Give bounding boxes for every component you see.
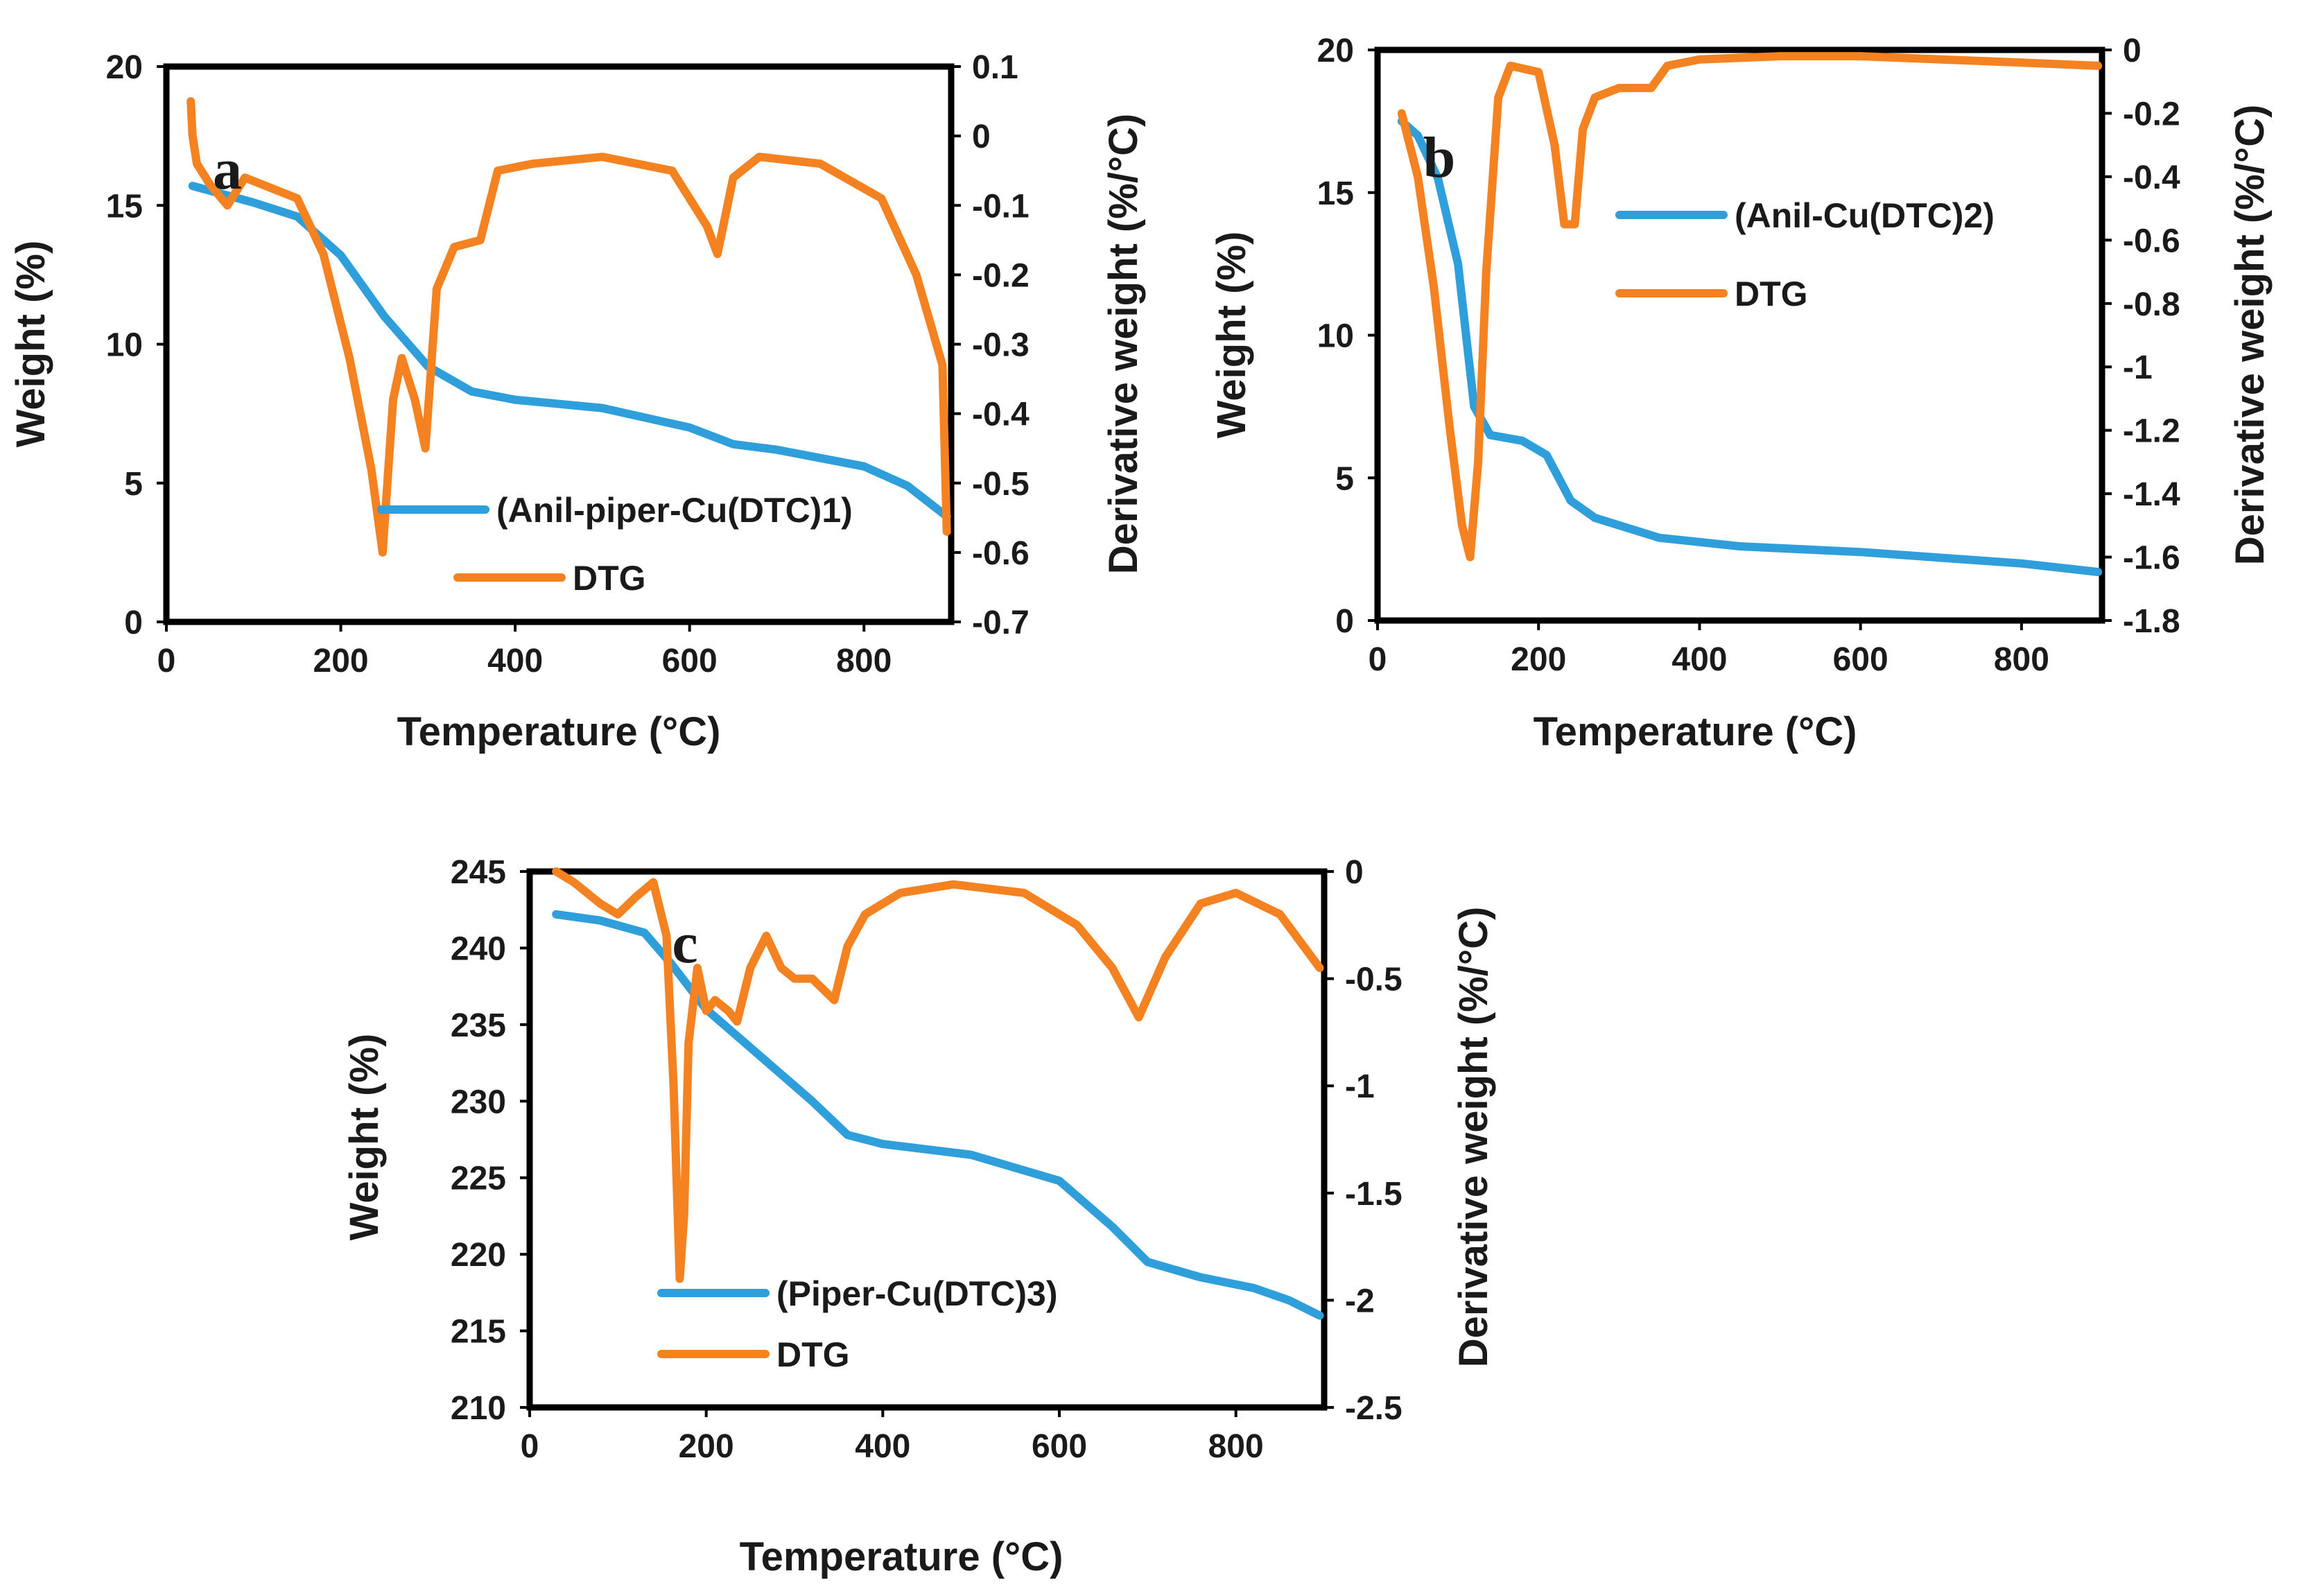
y-right-tick-label: -1: [2123, 349, 2153, 386]
legend-label: (Anil-piper-Cu(DTC)1): [496, 491, 853, 530]
y-right-axis-title: Derivative weight (%/°C): [1451, 907, 1496, 1368]
series-line-dtg: [552, 867, 1324, 1283]
series-line-dtg: [186, 97, 951, 557]
x-tick-label: 800: [836, 643, 892, 679]
y-right-tick-label: -1: [1345, 1068, 1375, 1105]
chart-panel-a: 0 200 400 600 800 0 5 10 15 20 -0.7 -0.6 -0.5 -0.4 -0.…: [8, 49, 1146, 754]
x-tick-label: 400: [487, 643, 543, 679]
y-right-tick-label: -0.5: [1345, 962, 1402, 998]
x-tick-label: 600: [1032, 1428, 1087, 1465]
legend: (Anil-piper-Cu(DTC)1) DTG: [377, 491, 853, 598]
panel-letter: c: [672, 911, 697, 975]
y-right-tick-label: -2: [1345, 1283, 1375, 1319]
chart-panel-b: 0 200 400 600 800 0 5 10 15 20 -1.8 -1.6 -1.4 -1.2 -1 -…: [1209, 33, 2273, 754]
legend: (Anil-Cu(DTC)2) DTG: [1615, 196, 1995, 313]
y-right-tick-label: -0.5: [972, 466, 1030, 503]
y-right-axis-title: Derivative weight (%/°C): [1101, 114, 1146, 575]
y-right-tick-label: 0: [1345, 854, 1364, 891]
y-left-tick-label: 215: [451, 1314, 506, 1351]
x-axis-title: Temperature (°C): [1534, 709, 1857, 754]
series-line-weight: [1397, 116, 2103, 576]
y-right-tick-label: 0.1: [972, 49, 1018, 86]
y-right-tick-label: -0.2: [2123, 96, 2180, 132]
y-left-tick-label: 210: [451, 1390, 506, 1427]
y-right-tick-label: -0.4: [2123, 159, 2180, 196]
y-right-axis-title: Derivative weight (%/°C): [2228, 105, 2273, 566]
x-tick-label: 400: [855, 1428, 910, 1465]
chart-panel-c: 0 200 400 600 800 210 215 220 225 230 235 240 245 -2.…: [342, 854, 1496, 1579]
legend: (Piper-Cu(DTC)3) DTG: [657, 1274, 1058, 1374]
y-right-tick-label: -0.4: [972, 397, 1030, 433]
panel-letter: b: [1423, 125, 1456, 190]
y-left-tick-label: 20: [106, 49, 143, 86]
y-left-tick-label: 225: [451, 1161, 506, 1197]
y-left-tick-label: 235: [451, 1007, 506, 1044]
y-left-tick-label: 15: [1317, 175, 1354, 212]
y-right-tick-label: -1.2: [2123, 413, 2180, 450]
y-left-tick-label: 230: [451, 1084, 506, 1120]
y-left-tick-label: 5: [124, 466, 143, 503]
x-tick-label: 200: [679, 1428, 734, 1465]
x-tick-label: 600: [1833, 641, 1888, 678]
x-tick-label: 200: [1511, 641, 1566, 678]
y-right-tick-label: 0: [972, 119, 991, 155]
y-right-tick-label: -1.8: [2123, 603, 2180, 640]
series-line-dtg: [1397, 52, 2103, 562]
x-axis-title: Temperature (°C): [740, 1534, 1063, 1579]
legend-label: DTG: [573, 559, 646, 598]
legend-label: (Anil-Cu(DTC)2): [1735, 196, 1995, 235]
y-right-tick-label: 0: [2123, 33, 2142, 69]
y-right-tick-label: -0.6: [2123, 223, 2180, 259]
y-left-tick-label: 15: [106, 188, 143, 225]
y-left-tick-label: 5: [1335, 460, 1354, 497]
series-line-weight: [188, 182, 951, 521]
y-right-tick-label: -0.2: [972, 257, 1030, 294]
x-tick-label: 0: [157, 643, 176, 679]
legend-label: DTG: [1735, 275, 1808, 313]
y-left-axis-title: Weight (%): [8, 241, 53, 448]
x-tick-label: 800: [1994, 641, 2049, 678]
y-left-tick-label: 0: [1335, 603, 1354, 640]
y-left-tick-label: 245: [451, 854, 506, 891]
y-left-tick-label: 20: [1317, 33, 1354, 69]
y-left-tick-label: 0: [124, 605, 143, 641]
y-right-tick-label: -0.3: [972, 327, 1030, 364]
y-left-tick-label: 10: [106, 327, 143, 364]
y-right-tick-label: -0.6: [972, 535, 1030, 572]
y-right-tick-label: -2.5: [1345, 1390, 1402, 1427]
x-tick-label: 800: [1208, 1428, 1264, 1465]
x-tick-label: 400: [1671, 641, 1727, 678]
y-right-tick-label: -0.1: [972, 188, 1030, 225]
legend-label: DTG: [776, 1335, 850, 1374]
panel-letter: a: [213, 137, 242, 202]
y-right-tick-label: -1.6: [2123, 540, 2180, 577]
x-tick-label: 200: [313, 643, 369, 679]
series-line-weight: [552, 910, 1324, 1320]
y-left-axis-title: Weight (%): [1209, 232, 1254, 439]
y-right-tick-label: -1.5: [1345, 1176, 1402, 1213]
plot-frame: [163, 63, 955, 625]
x-axis-title: Temperature (°C): [397, 709, 721, 754]
x-tick-label: 0: [521, 1428, 539, 1465]
y-right-tick-label: -0.8: [2123, 286, 2180, 323]
plot-frame: [526, 868, 1328, 1411]
x-tick-label: 600: [662, 643, 718, 679]
x-tick-label: 0: [1369, 641, 1387, 678]
y-right-tick-label: -0.7: [972, 605, 1030, 641]
y-left-tick-label: 240: [451, 930, 506, 967]
y-left-axis-title: Weight (%): [342, 1034, 387, 1241]
legend-label: (Piper-Cu(DTC)3): [776, 1274, 1058, 1313]
y-left-tick-label: 220: [451, 1237, 506, 1274]
y-left-tick-label: 10: [1317, 318, 1354, 355]
y-right-tick-label: -1.4: [2123, 476, 2180, 513]
